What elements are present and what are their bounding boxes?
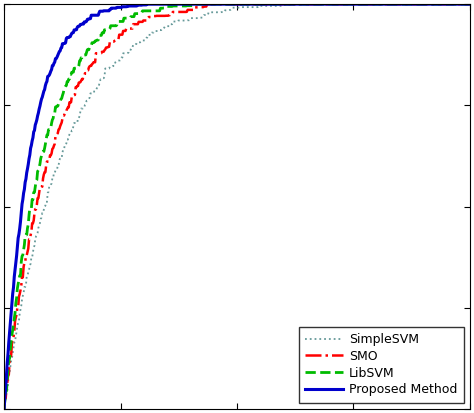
- SimpleSVM: [155, 28, 160, 33]
- Proposed Method: [145, 2, 150, 7]
- Line: LibSVM: LibSVM: [4, 4, 470, 409]
- SMO: [373, 2, 379, 7]
- SMO: [1, 406, 7, 411]
- LibSVM: [88, 43, 93, 48]
- Line: Proposed Method: Proposed Method: [4, 4, 470, 409]
- SMO: [453, 2, 459, 7]
- SMO: [204, 2, 210, 7]
- SMO: [88, 63, 93, 68]
- SMO: [30, 221, 36, 226]
- Proposed Method: [30, 135, 36, 140]
- Proposed Method: [155, 2, 161, 7]
- Proposed Method: [437, 2, 442, 7]
- LibSVM: [1, 406, 7, 411]
- SimpleSVM: [453, 2, 459, 7]
- SMO: [467, 2, 473, 7]
- LibSVM: [30, 197, 36, 202]
- Proposed Method: [467, 2, 473, 7]
- SimpleSVM: [293, 2, 299, 7]
- Legend: SimpleSVM, SMO, LibSVM, Proposed Method: SimpleSVM, SMO, LibSVM, Proposed Method: [299, 327, 464, 403]
- SMO: [155, 13, 160, 18]
- SimpleSVM: [30, 250, 36, 255]
- LibSVM: [437, 2, 442, 7]
- LibSVM: [453, 2, 459, 7]
- SimpleSVM: [467, 2, 473, 7]
- LibSVM: [191, 2, 197, 7]
- LibSVM: [373, 2, 379, 7]
- Line: SMO: SMO: [4, 4, 470, 409]
- Proposed Method: [453, 2, 459, 7]
- LibSVM: [155, 8, 160, 13]
- Proposed Method: [88, 16, 93, 21]
- LibSVM: [467, 2, 473, 7]
- Proposed Method: [1, 406, 7, 411]
- SimpleSVM: [373, 2, 379, 7]
- SimpleSVM: [88, 91, 93, 96]
- Line: SimpleSVM: SimpleSVM: [4, 4, 470, 409]
- Proposed Method: [373, 2, 379, 7]
- SimpleSVM: [1, 406, 7, 411]
- SimpleSVM: [437, 2, 442, 7]
- SMO: [437, 2, 442, 7]
